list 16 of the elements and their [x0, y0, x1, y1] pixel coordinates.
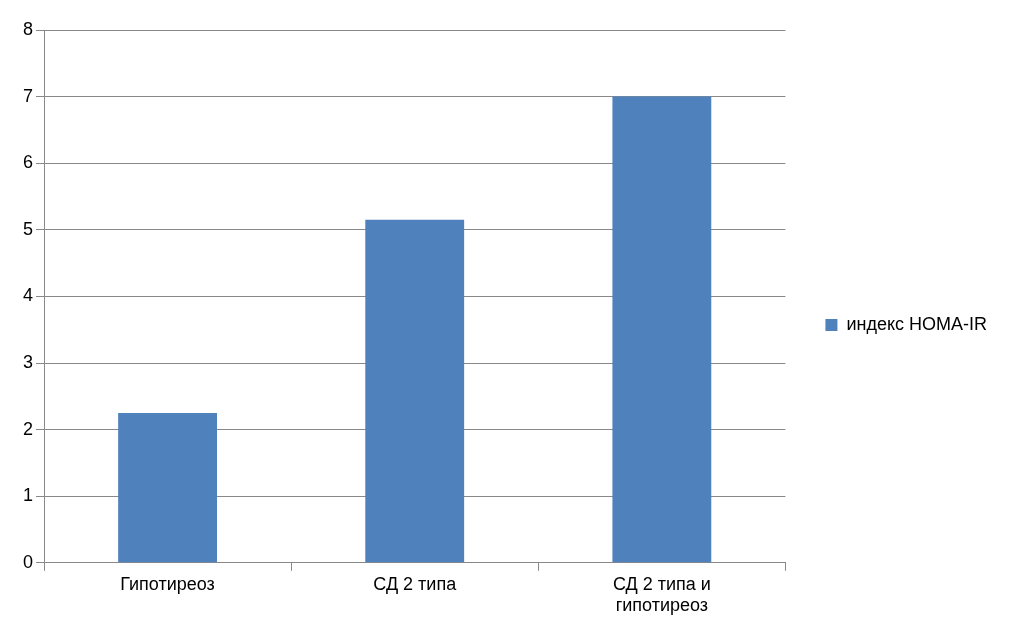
y-tick-label: 3: [23, 351, 34, 372]
bar: [612, 96, 712, 563]
y-tick-label: 4: [23, 285, 34, 306]
y-tick-label: 5: [23, 218, 34, 239]
x-tick-label: СД 2 типа: [373, 573, 458, 594]
x-tick-label: СД 2 типа и гипотиреоз: [612, 573, 711, 616]
bar: [118, 412, 218, 563]
bar: [365, 219, 465, 563]
y-tick-label: 2: [23, 418, 34, 439]
y-tick-label: 8: [23, 18, 34, 39]
x-tick-label: Гипотиреоз: [120, 573, 215, 594]
legend-label: индекс HOMA-IR: [846, 313, 988, 334]
y-tick-label: 1: [23, 485, 34, 506]
y-tick-label: 0: [23, 551, 34, 572]
y-tick-label: 6: [23, 152, 34, 173]
y-tick-label: 7: [23, 85, 34, 106]
